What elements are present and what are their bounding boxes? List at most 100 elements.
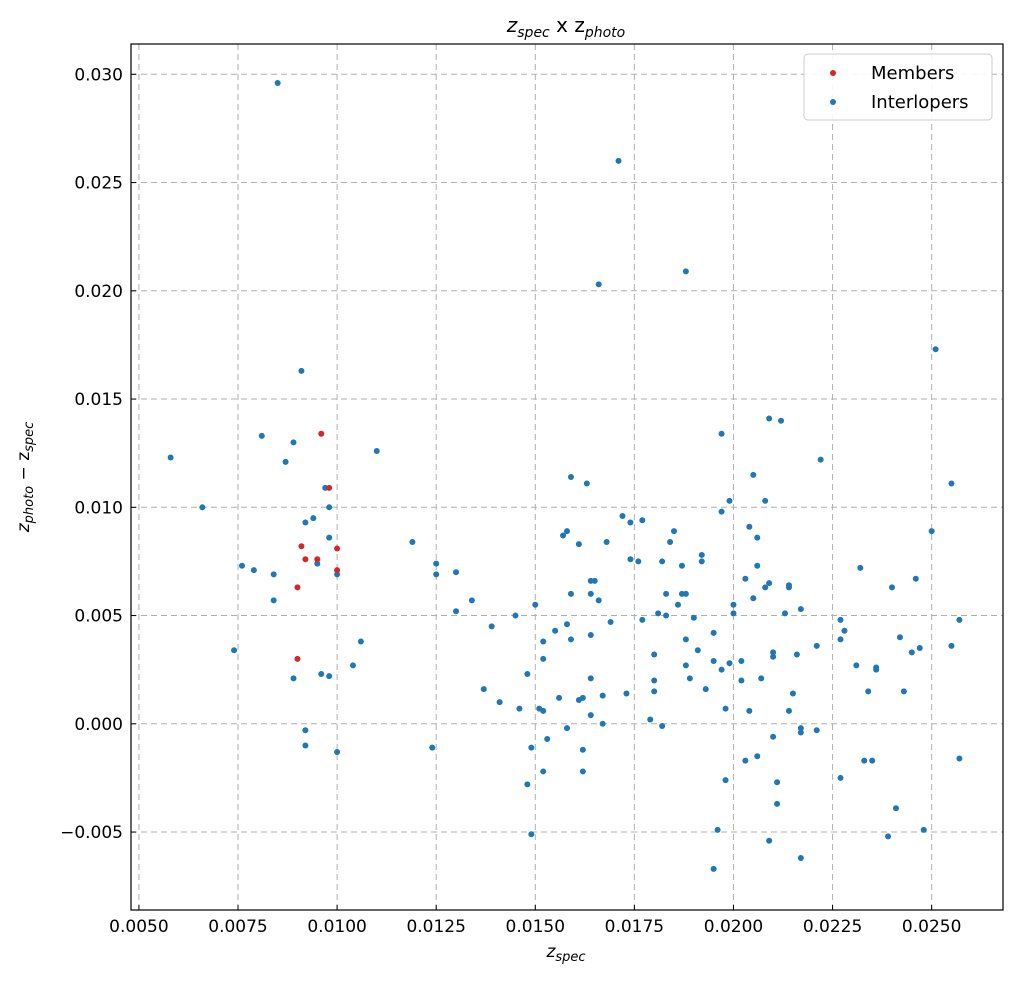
point-interlopers bbox=[468, 597, 475, 604]
chart-title: zspec x zphoto bbox=[506, 13, 625, 41]
point-interlopers bbox=[742, 575, 749, 582]
point-interlopers bbox=[742, 757, 749, 764]
point-interlopers bbox=[702, 686, 709, 693]
point-interlopers bbox=[528, 744, 535, 751]
point-interlopers bbox=[710, 629, 717, 636]
point-interlopers bbox=[730, 601, 737, 608]
point-interlopers bbox=[873, 664, 880, 671]
point-interlopers bbox=[659, 722, 666, 729]
point-interlopers bbox=[409, 538, 416, 545]
x-tick-label: 0.0125 bbox=[406, 917, 465, 937]
point-interlopers bbox=[841, 627, 848, 634]
point-interlopers bbox=[560, 532, 567, 539]
point-interlopers bbox=[623, 690, 630, 697]
point-interlopers bbox=[750, 471, 757, 478]
point-interlopers bbox=[869, 757, 876, 764]
y-tick-label: 0.010 bbox=[74, 498, 123, 518]
point-interlopers bbox=[599, 720, 606, 727]
point-interlopers bbox=[738, 677, 745, 684]
x-axis-label: zspec bbox=[545, 942, 585, 965]
point-interlopers bbox=[544, 735, 551, 742]
point-interlopers bbox=[567, 590, 574, 597]
point-interlopers bbox=[730, 610, 737, 617]
point-interlopers bbox=[587, 712, 594, 719]
y-tick-label: 0.020 bbox=[74, 282, 123, 302]
point-interlopers bbox=[579, 694, 586, 701]
point-interlopers bbox=[920, 826, 927, 833]
x-tick-label: 0.0050 bbox=[109, 917, 168, 937]
legend: Members Interlopers bbox=[803, 53, 993, 121]
point-interlopers bbox=[326, 534, 333, 541]
point-interlopers bbox=[231, 647, 238, 654]
legend-marker-interlopers bbox=[830, 99, 836, 105]
point-interlopers bbox=[900, 688, 907, 695]
point-interlopers bbox=[722, 777, 729, 784]
point-interlopers bbox=[639, 517, 646, 524]
point-interlopers bbox=[770, 653, 777, 660]
point-interlopers bbox=[762, 497, 769, 504]
point-interlopers bbox=[433, 571, 440, 578]
point-interlopers bbox=[532, 601, 539, 608]
point-interlopers bbox=[896, 634, 903, 641]
point-interlopers bbox=[627, 556, 634, 563]
point-interlopers bbox=[567, 474, 574, 480]
legend-marker-members bbox=[830, 70, 836, 76]
point-interlopers bbox=[754, 753, 761, 760]
point-interlopers bbox=[718, 508, 725, 515]
point-interlopers bbox=[615, 157, 622, 164]
point-interlopers bbox=[627, 519, 634, 526]
point-interlopers bbox=[698, 551, 705, 558]
point-interlopers bbox=[488, 623, 495, 630]
point-members bbox=[294, 584, 301, 591]
x-tick-label: 0.0200 bbox=[704, 917, 763, 937]
point-interlopers bbox=[861, 757, 868, 764]
point-interlopers bbox=[789, 690, 796, 697]
point-interlopers bbox=[607, 619, 614, 626]
point-interlopers bbox=[797, 855, 804, 862]
point-members bbox=[298, 543, 305, 550]
point-interlopers bbox=[274, 79, 281, 86]
point-interlopers bbox=[298, 367, 305, 374]
point-interlopers bbox=[928, 528, 935, 535]
point-interlopers bbox=[524, 781, 531, 788]
point-interlopers bbox=[556, 694, 563, 701]
point-interlopers bbox=[603, 538, 610, 545]
point-interlopers bbox=[540, 638, 547, 645]
x-tick-label: 0.0075 bbox=[208, 917, 267, 937]
grid-layer bbox=[131, 44, 1003, 910]
point-interlopers bbox=[797, 606, 804, 613]
point-interlopers bbox=[619, 512, 626, 519]
point-interlopers bbox=[718, 430, 725, 437]
point-interlopers bbox=[754, 562, 761, 569]
point-interlopers bbox=[738, 658, 745, 665]
point-interlopers bbox=[651, 688, 658, 695]
point-interlopers bbox=[302, 519, 309, 526]
point-interlopers bbox=[429, 744, 436, 751]
point-interlopers bbox=[326, 504, 333, 511]
point-interlopers bbox=[318, 671, 325, 678]
point-interlopers bbox=[682, 590, 689, 597]
point-interlopers bbox=[314, 560, 321, 567]
point-interlopers bbox=[857, 564, 864, 571]
point-interlopers bbox=[373, 448, 380, 455]
legend-box bbox=[803, 53, 993, 121]
point-interlopers bbox=[774, 779, 781, 786]
legend-label-members: Members bbox=[871, 63, 954, 84]
point-interlopers bbox=[797, 729, 804, 736]
point-interlopers bbox=[663, 612, 670, 619]
legend-label-interlopers: Interlopers bbox=[871, 92, 969, 113]
point-interlopers bbox=[496, 699, 503, 706]
point-interlopers bbox=[270, 571, 277, 578]
point-interlopers bbox=[587, 632, 594, 639]
point-interlopers bbox=[528, 831, 535, 838]
point-interlopers bbox=[583, 480, 590, 487]
point-interlopers bbox=[912, 575, 919, 582]
point-interlopers bbox=[718, 666, 725, 673]
point-interlopers bbox=[885, 833, 892, 840]
point-interlopers bbox=[599, 692, 606, 699]
point-interlopers bbox=[524, 671, 531, 678]
point-interlopers bbox=[453, 608, 460, 615]
point-interlopers bbox=[564, 621, 570, 628]
